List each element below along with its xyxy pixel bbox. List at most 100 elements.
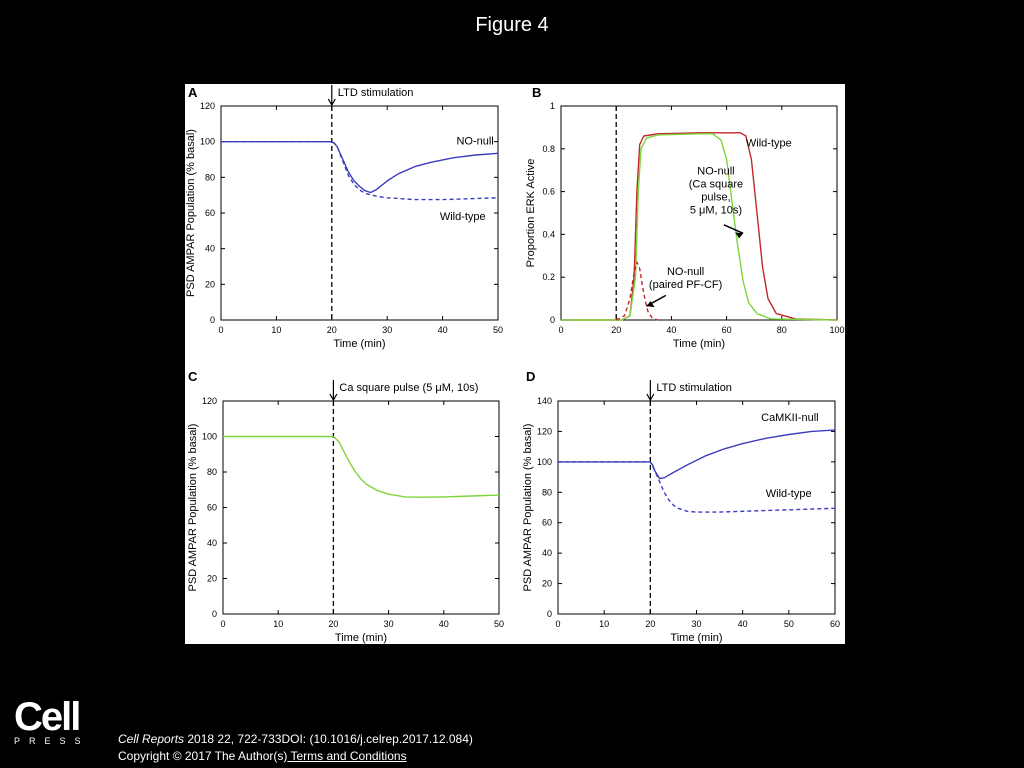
y-tick-label: 60	[207, 503, 217, 513]
series-line-wild-type	[561, 132, 838, 321]
y-tick-label: 0	[550, 315, 555, 325]
annotation-line: (Ca square	[689, 178, 743, 190]
x-tick-label: 100	[829, 325, 844, 335]
annotation-line: NO-null	[667, 266, 704, 278]
citation-line: Cell Reports 2018 22, 722-733DOI: (10.10…	[118, 731, 473, 748]
x-tick-label: 30	[382, 325, 392, 335]
panel-c: C 0 10 20 30 40 50 0 20 40 60 80 100 120 Time (min) PSD…	[187, 369, 504, 644]
y-axis-label: PSD AMPAR Population (% basal)	[522, 424, 534, 592]
panel-letter: A	[188, 85, 198, 100]
annotation-line: NO-null	[697, 165, 734, 177]
logo-wordmark: Cell	[14, 695, 81, 739]
y-tick-label: 120	[200, 101, 215, 111]
x-tick-label: 0	[558, 325, 563, 335]
panel-letter: D	[526, 369, 535, 384]
series-label-no-null: NO-null	[456, 135, 493, 147]
series-label-camkii-null: CaMKII-null	[761, 412, 818, 424]
y-tick-label: 20	[207, 574, 217, 584]
annotation-line: pulse,	[701, 191, 730, 203]
panel-b-annotation: NO-null (Ca square pulse, 5 μM, 10s)	[689, 165, 743, 216]
plot-frame	[560, 105, 838, 321]
panel-a: A 0 10 20 30 40 50 0 20 40 60 80 100 120 Time (min) PSD…	[185, 85, 503, 350]
series-line-no-null-paired-pf-cf	[615, 261, 658, 321]
y-tick-label: 0.8	[542, 144, 555, 154]
series-line-no-null-ca-square-pulse-5-m-10s	[561, 133, 838, 321]
x-tick-label: 0	[555, 619, 560, 629]
x-tick-label: 60	[722, 325, 732, 335]
terms-link[interactable]: Terms and Conditions	[287, 749, 407, 763]
x-axis-label: Time (min)	[673, 338, 725, 350]
logo-subtitle: PRESS	[14, 736, 90, 746]
y-tick-label: 20	[205, 279, 215, 289]
x-tick-label: 0	[218, 325, 223, 335]
y-tick-label: 100	[537, 457, 552, 467]
plot-frame	[222, 400, 500, 615]
y-axis-label: PSD AMPAR Population (% basal)	[185, 129, 197, 297]
x-tick-label: 40	[738, 619, 748, 629]
y-tick-label: 120	[537, 426, 552, 436]
series-label-wild-type: Wild-type	[766, 488, 812, 500]
x-tick-label: 40	[439, 619, 449, 629]
y-tick-label: 0	[547, 609, 552, 619]
series-line-wild-type	[221, 141, 499, 201]
y-axis-label: PSD AMPAR Population (% basal)	[187, 424, 199, 592]
y-tick-label: 80	[207, 467, 217, 477]
x-tick-label: 20	[645, 619, 655, 629]
y-tick-label: 140	[537, 396, 552, 406]
x-axis-label: Time (min)	[333, 338, 385, 350]
y-tick-label: 120	[202, 396, 217, 406]
y-tick-label: 80	[542, 487, 552, 497]
x-axis-label: Time (min)	[335, 632, 387, 644]
citation-block: Cell Reports 2018 22, 722-733DOI: (10.10…	[118, 731, 473, 765]
series-label-wild-type: Wild-type	[440, 211, 486, 223]
plot-frame	[557, 400, 836, 615]
y-tick-label: 100	[202, 432, 217, 442]
panel-letter: C	[188, 369, 198, 384]
copyright-line: Copyright © 2017 The Author(s) Terms and…	[118, 748, 473, 765]
stimulus-arrowhead	[327, 98, 336, 107]
panel-letter: B	[532, 85, 541, 100]
panel-b-annotation: Wild-type	[746, 138, 792, 150]
y-tick-label: 60	[542, 518, 552, 528]
panel-b: B 0 20 40 60 80 100 0 0.2 0.4 0.6 0.8 1 Time (min) Pro…	[525, 85, 845, 350]
y-tick-label: 40	[207, 538, 217, 548]
x-tick-label: 10	[271, 325, 281, 335]
copyright-text: Copyright © 2017 The Author(s)	[118, 749, 288, 763]
y-tick-label: 1	[550, 101, 555, 111]
x-tick-label: 30	[384, 619, 394, 629]
y-tick-label: 80	[205, 172, 215, 182]
y-tick-label: 20	[542, 579, 552, 589]
x-axis-label: Time (min)	[670, 632, 722, 644]
annotation-arrowhead	[735, 232, 744, 239]
annotation-arrowhead	[646, 301, 655, 308]
stimulus-arrowhead	[646, 393, 655, 402]
citation-details: 2018 22, 722-733DOI: (10.1016/j.celrep.2…	[184, 732, 473, 746]
slide-title: Figure 4	[475, 14, 549, 36]
x-tick-label: 50	[494, 619, 504, 629]
journal-name: Cell Reports	[118, 732, 185, 746]
x-tick-label: 10	[273, 619, 283, 629]
y-tick-label: 0.2	[542, 272, 555, 282]
x-tick-label: 50	[493, 325, 503, 335]
cell-press-logo: Cell PRESS	[14, 695, 90, 746]
stimulus-label: LTD stimulation	[338, 87, 414, 99]
series-line-ca-square-pulse	[223, 435, 500, 498]
series-line-no-null	[221, 141, 499, 194]
annotation-arrow	[723, 224, 744, 235]
y-tick-label: 0	[212, 609, 217, 619]
x-tick-label: 20	[328, 619, 338, 629]
x-tick-label: 30	[691, 619, 701, 629]
x-tick-label: 40	[438, 325, 448, 335]
y-tick-label: 100	[200, 137, 215, 147]
y-tick-label: 0.4	[542, 229, 555, 239]
y-tick-label: 40	[542, 548, 552, 558]
stimulus-label: LTD stimulation	[656, 382, 732, 394]
stimulus-arrowhead	[329, 393, 338, 402]
y-tick-label: 40	[205, 244, 215, 254]
y-axis-label: Proportion ERK Active	[525, 159, 537, 268]
stimulus-label: Ca square pulse (5 μM, 10s)	[339, 382, 478, 394]
x-tick-label: 20	[611, 325, 621, 335]
x-tick-label: 20	[327, 325, 337, 335]
y-tick-label: 0.6	[542, 187, 555, 197]
